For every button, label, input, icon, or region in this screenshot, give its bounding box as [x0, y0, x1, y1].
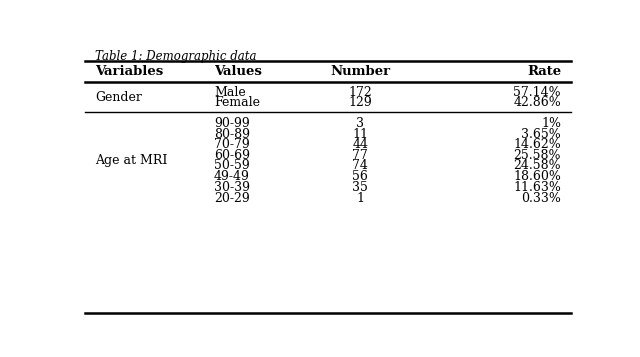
Text: 11.63%: 11.63%: [513, 181, 561, 194]
Text: 25.58%: 25.58%: [514, 149, 561, 162]
Text: 44: 44: [352, 138, 368, 151]
Text: 0.33%: 0.33%: [521, 192, 561, 205]
Text: 1%: 1%: [541, 117, 561, 130]
Text: 35: 35: [352, 181, 368, 194]
Text: 11: 11: [352, 127, 368, 141]
Text: Number: Number: [330, 65, 390, 78]
Text: 20-29: 20-29: [214, 192, 250, 205]
Text: 172: 172: [348, 86, 372, 99]
Text: Variables: Variables: [95, 65, 163, 78]
Text: Male: Male: [214, 86, 246, 99]
Text: 80-89: 80-89: [214, 127, 250, 141]
Text: Female: Female: [214, 96, 260, 109]
Text: Rate: Rate: [527, 65, 561, 78]
Text: 77: 77: [353, 149, 368, 162]
Text: 3: 3: [356, 117, 364, 130]
Text: 3.65%: 3.65%: [522, 127, 561, 141]
Text: 1: 1: [356, 192, 364, 205]
Text: Gender: Gender: [95, 91, 141, 104]
Text: 60-69: 60-69: [214, 149, 250, 162]
Text: 30-39: 30-39: [214, 181, 250, 194]
Text: 24.58%: 24.58%: [513, 160, 561, 172]
Text: 70-79: 70-79: [214, 138, 250, 151]
Text: 50-59: 50-59: [214, 160, 250, 172]
Text: 42.86%: 42.86%: [513, 96, 561, 109]
Text: 57.14%: 57.14%: [513, 86, 561, 99]
Text: 14.62%: 14.62%: [513, 138, 561, 151]
Text: 18.60%: 18.60%: [513, 170, 561, 183]
Text: 74: 74: [352, 160, 368, 172]
Text: 49-49: 49-49: [214, 170, 250, 183]
Text: Values: Values: [214, 65, 262, 78]
Text: 90-99: 90-99: [214, 117, 250, 130]
Text: Table 1: Demographic data: Table 1: Demographic data: [95, 50, 257, 63]
Text: 56: 56: [352, 170, 368, 183]
Text: 129: 129: [348, 96, 372, 109]
Text: Age at MRI: Age at MRI: [95, 155, 167, 167]
